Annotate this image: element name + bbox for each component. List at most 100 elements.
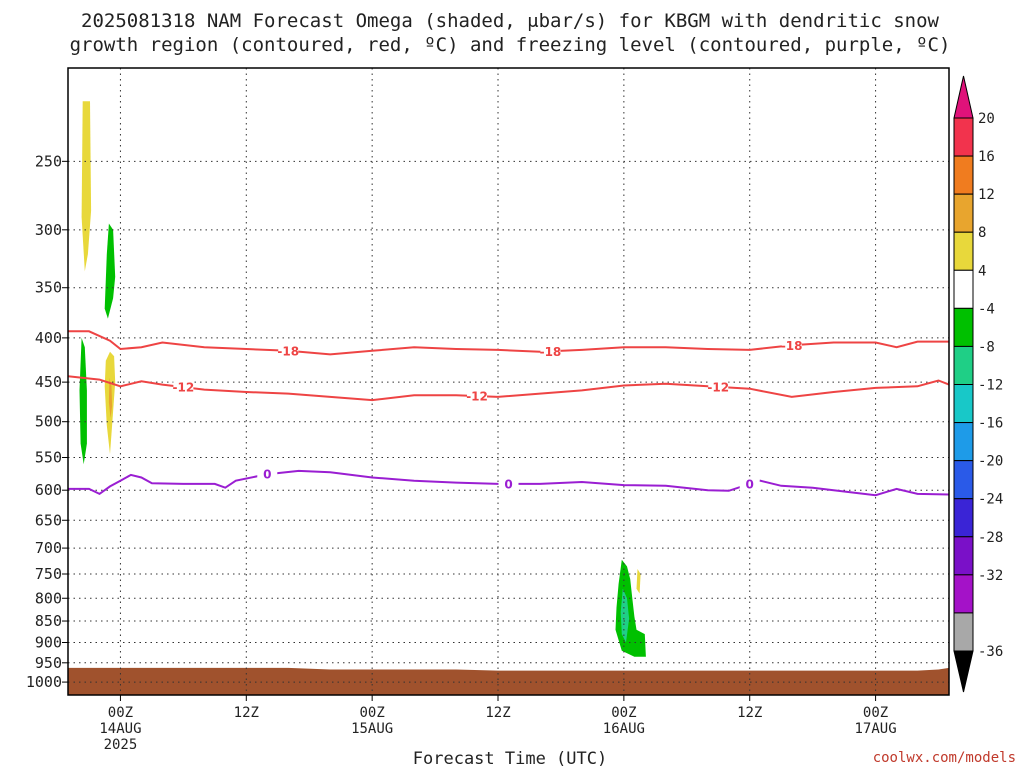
x-tick-label: 00Z: [611, 705, 636, 721]
colorbar-label: 16: [978, 149, 995, 165]
plot-area: -18 -18 -18 -12 -12 -12 0 0 0: [68, 68, 949, 695]
terrain-fill: [68, 667, 949, 695]
contour-line--12: [68, 375, 949, 402]
chart-title-line2: growth region (contoured, red, ºC) and f…: [70, 34, 951, 56]
contour-label-bg: [278, 343, 299, 358]
colorbar-segment: [953, 155, 974, 195]
colorbar-label: 20: [978, 111, 995, 127]
colorbar-label: -36: [978, 644, 1003, 660]
colorbar-top-arrow: [953, 75, 974, 119]
credit-text: coolwx.com/models: [873, 750, 1016, 766]
colorbar-label: 4: [978, 263, 986, 279]
contour-lines: -18 -18 -18 -12 -12 -12 0 0 0: [68, 330, 949, 497]
contour-label: 0: [504, 477, 512, 491]
colorbar-segment: [953, 536, 974, 576]
colorbar-segment: [953, 193, 974, 233]
colorbar-segment: [953, 345, 974, 385]
chart-title-line1: 2025081318 NAM Forecast Omega (shaded, μ…: [81, 10, 939, 32]
y-tick-label: 650: [35, 511, 62, 529]
colorbar-label: 12: [978, 187, 995, 203]
x-tick-label: 2025: [104, 737, 138, 753]
colorbar-label: -32: [978, 568, 1003, 584]
contour-label-bg: [257, 467, 278, 482]
contour-label: -18: [277, 344, 299, 358]
colorbar: 20 16 12 8 4 -4 -8 -12 -16 -20 -24 -28 -32 -36: [953, 75, 1003, 693]
contour-label: -12: [173, 381, 195, 395]
y-tick-label: 550: [35, 449, 62, 467]
colorbar-label: -4: [978, 301, 995, 317]
colorbar-label: -12: [978, 378, 1003, 394]
y-axis-ticks: 250 300 350 400 450 500 550 600 650 700 750 800 850 9…: [26, 152, 68, 691]
y-tick-label: 1000: [26, 673, 62, 691]
contour-line-0: [68, 469, 949, 497]
x-tick-label: 12Z: [485, 705, 510, 721]
y-tick-label: 250: [35, 152, 62, 170]
x-tick-label: 12Z: [234, 705, 259, 721]
colorbar-label: -8: [978, 339, 995, 355]
colorbar-segment: [953, 269, 974, 309]
colorbar-segment: [953, 117, 974, 157]
y-tick-label: 350: [35, 279, 62, 297]
y-tick-label: 800: [35, 589, 62, 607]
colorbar-segment: [953, 574, 974, 614]
y-tick-label: 600: [35, 481, 62, 499]
y-tick-label: 450: [35, 373, 62, 391]
contour-label-bg: [498, 476, 519, 491]
shaded-region-0: [81, 101, 92, 272]
colorbar-label: -16: [978, 416, 1003, 432]
y-tick-label: 950: [35, 654, 62, 672]
x-tick-label: 14AUG: [99, 721, 141, 737]
contour-label-bg: [173, 380, 194, 395]
grid-lines: [68, 68, 949, 695]
y-tick-label: 850: [35, 612, 62, 630]
shaded-region-1: [104, 223, 116, 319]
contour-label-bg: [540, 344, 561, 359]
y-tick-label: 500: [35, 413, 62, 431]
colorbar-label: -20: [978, 454, 1003, 470]
x-tick-label: 12Z: [737, 705, 762, 721]
colorbar-bottom-arrow: [953, 650, 974, 693]
y-tick-label: 300: [35, 221, 62, 239]
x-tick-label: 16AUG: [603, 721, 645, 737]
terrain-layer: [68, 667, 949, 695]
contour-label: -12: [466, 390, 488, 404]
colorbar-segment: [953, 612, 974, 652]
x-tick-label: 00Z: [360, 705, 385, 721]
y-tick-label: 400: [35, 329, 62, 347]
shaded-region-4: [79, 337, 87, 465]
y-tick-label: 750: [35, 565, 62, 583]
omega-shading: [79, 101, 646, 657]
colorbar-segment: [953, 231, 974, 271]
x-tick-label: 00Z: [108, 705, 133, 721]
contour-line--18: [68, 330, 949, 356]
shaded-region-7: [620, 588, 630, 643]
colorbar-segment: [953, 460, 974, 500]
shaded-region-3: [108, 377, 113, 418]
x-axis-label: Forecast Time (UTC): [413, 749, 607, 768]
colorbar-segment: [953, 422, 974, 462]
contour-label: -12: [707, 380, 729, 394]
contour-label: 0: [746, 477, 754, 491]
y-tick-label: 900: [35, 634, 62, 652]
colorbar-label: 8: [978, 225, 986, 241]
x-tick-label: 15AUG: [351, 721, 393, 737]
colorbar-label: -28: [978, 530, 1003, 546]
colorbar-segment: [953, 384, 974, 424]
contour-label: -18: [540, 345, 562, 359]
colorbar-label: -24: [978, 492, 1003, 508]
contour-label-bg: [781, 338, 802, 353]
plot-frame: [67, 67, 950, 696]
x-tick-label: 17AUG: [855, 721, 897, 737]
contour-label: -18: [781, 339, 803, 353]
contour-label-bg: [708, 379, 729, 394]
contour-label-bg: [467, 389, 488, 404]
contour-label-bg: [739, 476, 760, 491]
colorbar-segment: [953, 498, 974, 538]
shaded-region-8: [636, 569, 641, 594]
x-tick-label: 00Z: [863, 705, 888, 721]
colorbar-segment: [953, 307, 974, 347]
y-tick-label: 700: [35, 539, 62, 557]
contour-label: 0: [263, 468, 271, 482]
